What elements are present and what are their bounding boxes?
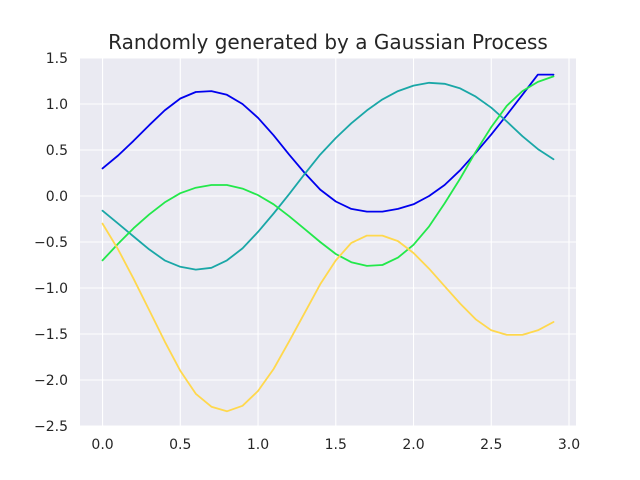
- y-tick-label: −2.0: [34, 373, 68, 389]
- y-tick-label: 1.5: [46, 51, 68, 67]
- x-tick-labels: 0.0 0.5 1.0 1.5 2.0 2.5 3.0: [91, 437, 580, 453]
- y-tick-label: 0.0: [46, 189, 68, 205]
- chart-title: Randomly generated by a Gaussian Process: [108, 30, 548, 54]
- y-tick-label: −0.5: [34, 235, 68, 251]
- y-tick-labels: −2.5 −2.0 −1.5 −1.0 −0.5 0.0 0.5 1.0 1.5: [34, 51, 68, 435]
- series-line-3: [101, 75, 555, 267]
- series-line-2: [101, 81, 555, 271]
- x-tick-label: 0.5: [169, 437, 191, 453]
- x-tick-label: 3.0: [558, 437, 580, 453]
- x-tick-label: 0.0: [91, 437, 113, 453]
- x-tick-label: 1.0: [247, 437, 269, 453]
- series-lines: [101, 73, 555, 413]
- x-tick-label: 2.5: [480, 437, 502, 453]
- y-tick-label: −1.5: [34, 327, 68, 343]
- y-tick-label: −1.0: [34, 281, 68, 297]
- x-tick-label: 1.5: [325, 437, 347, 453]
- series-line-1: [101, 73, 555, 213]
- y-tick-label: −2.5: [34, 419, 68, 435]
- y-tick-label: 1.0: [46, 97, 68, 113]
- y-gridlines: [80, 57, 576, 427]
- x-tick-label: 2.0: [402, 437, 424, 453]
- series-line-4: [101, 222, 555, 413]
- y-tick-label: 0.5: [46, 143, 68, 159]
